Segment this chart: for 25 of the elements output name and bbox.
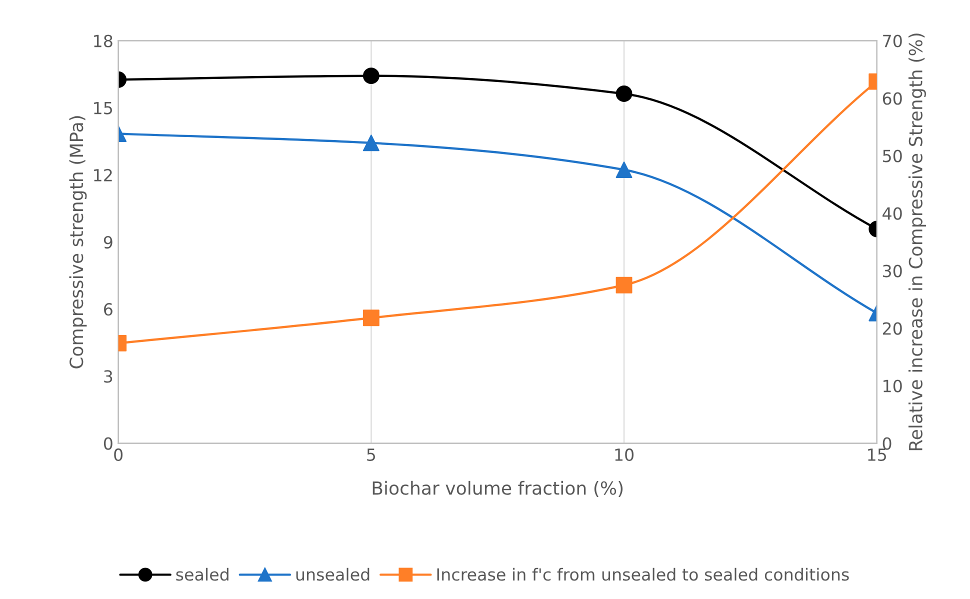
y-tick-label: 3 [104, 370, 112, 383]
legend-label: unsealed [296, 568, 370, 581]
x-axis-title: Biochar volume fraction (%) [372, 480, 623, 498]
y2-axis-title: Relative increase in Compressive Strength (%) [908, 34, 926, 450]
x-tick-label: 10 [615, 448, 634, 462]
y-tick-label: 6 [104, 303, 112, 316]
y2-tick-label: 20 [882, 322, 902, 335]
y2-tick-label: 0 [882, 437, 892, 450]
y2-tick-label: 60 [882, 92, 902, 105]
y-tick-label: 12 [94, 168, 112, 182]
y-tick-label: 15 [94, 102, 112, 114]
x-tick-label: 0 [114, 448, 123, 462]
y2-tick-label: 70 [883, 34, 902, 48]
legend-label: Increase in f'c from unsealed to sealed conditions [437, 568, 849, 581]
y-axis-title: Compressive strength (MPa) [69, 116, 87, 368]
legend-label: sealed [176, 568, 228, 581]
y-tick-label: 9 [104, 236, 112, 249]
y2-tick-label: 50 [883, 150, 902, 162]
y2-tick-label: 10 [884, 380, 902, 392]
x-tick-label: 15 [868, 448, 886, 462]
y-tick-label: 0 [104, 437, 112, 450]
y2-tick-label: 30 [883, 264, 902, 278]
y-tick-label: 18 [94, 34, 112, 48]
y2-tick-label: 40 [882, 207, 902, 220]
x-tick-label: 5 [367, 448, 376, 462]
